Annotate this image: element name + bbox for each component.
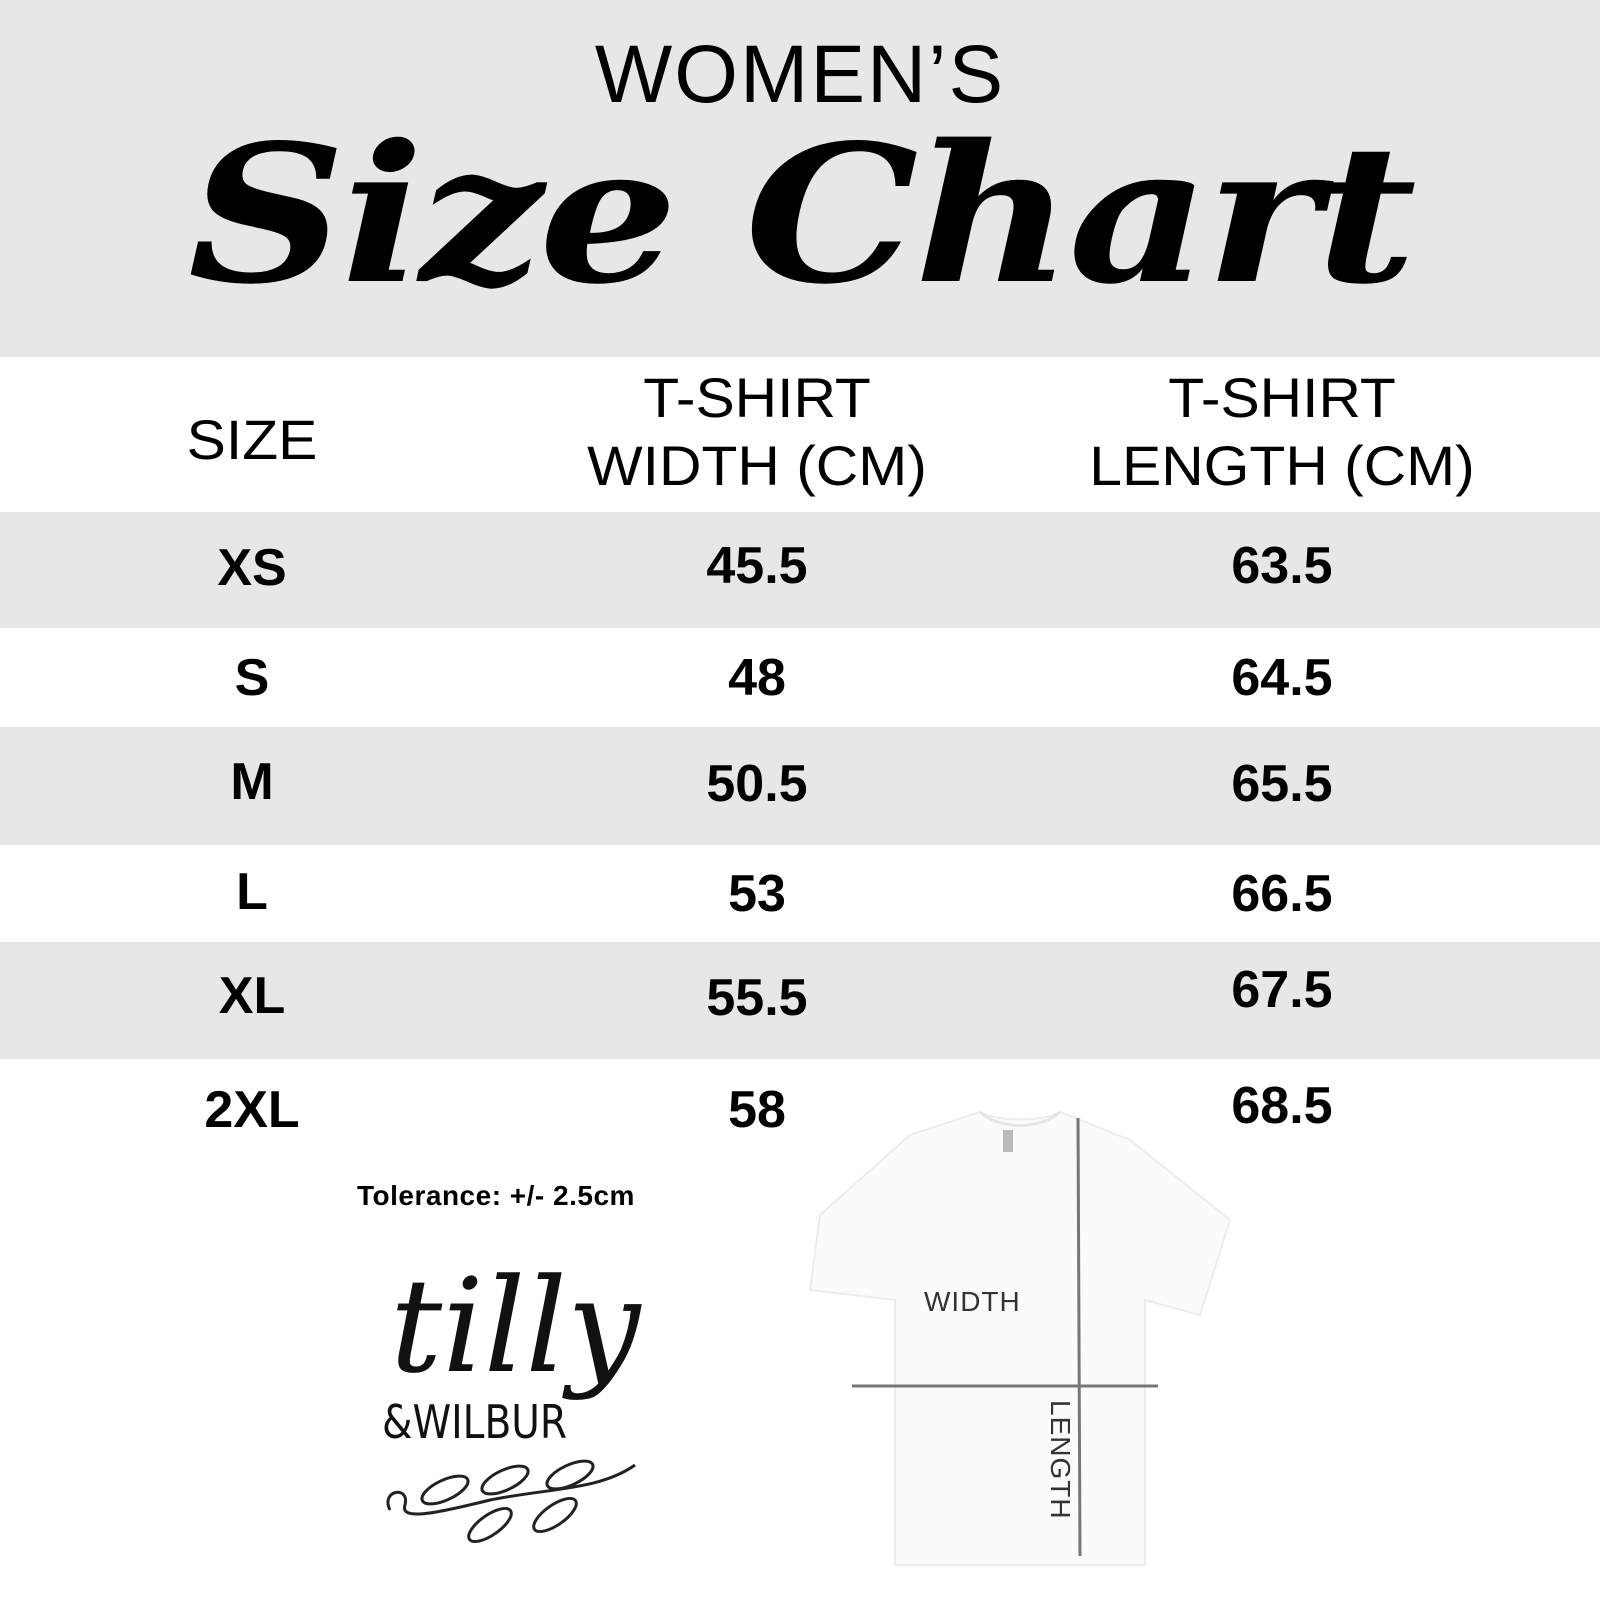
length-cell: 66.5 [1231, 865, 1333, 923]
page-title: Size Chart [187, 103, 1417, 326]
tshirt-measurement-diagram: WIDTH LENGTH [800, 1100, 1232, 1590]
width-cell: 55.5 [706, 969, 808, 1027]
length-line [1076, 1117, 1082, 1557]
row-stripe-xl [0, 942, 1600, 1059]
length-cell: 67.5 [1231, 961, 1333, 1019]
leaf-branch-icon [386, 1459, 636, 1544]
column-header-length-line2: LENGTH (CM) [1089, 434, 1475, 497]
size-cell: S [234, 649, 270, 707]
row-stripe-xs [0, 512, 1600, 628]
title-banner [0, 0, 1600, 357]
size-cell: M [230, 753, 274, 811]
column-header-width-line2: WIDTH (CM) [587, 434, 927, 497]
size-cell: XL [218, 967, 286, 1025]
length-cell: 64.5 [1231, 649, 1333, 707]
logo-text-wilbur: &WILBUR [382, 1395, 568, 1449]
width-label: WIDTH [924, 1286, 1021, 1317]
size-cell: 2XL [204, 1081, 300, 1139]
width-cell: 45.5 [706, 537, 808, 595]
page-subtitle: WOMEN’S [594, 29, 1006, 120]
column-header-width-line1: T-SHIRT [643, 366, 871, 429]
size-cell: XS [217, 539, 287, 597]
width-cell: 58 [728, 1081, 786, 1139]
width-cell: 50.5 [706, 755, 808, 813]
width-cell: 53 [728, 865, 786, 923]
row-stripe-m [0, 727, 1600, 845]
length-cell: 68.5 [1231, 1077, 1333, 1135]
logo-text-tilly: tilly [390, 1250, 641, 1402]
column-header-length: T-SHIRT LENGTH (CM) [1051, 364, 1513, 500]
column-header-length-line1: T-SHIRT [1168, 366, 1396, 429]
size-cell: L [236, 863, 268, 921]
tolerance-note: Tolerance: +/- 2.5cm [357, 1180, 635, 1211]
length-cell: 63.5 [1231, 537, 1333, 595]
width-cell: 48 [728, 649, 786, 707]
column-header-width: T-SHIRT WIDTH (CM) [547, 364, 967, 500]
tshirt-icon [808, 1110, 1232, 1566]
length-cell: 65.5 [1231, 755, 1333, 813]
brand-logo: tilly &WILBUR [370, 1250, 670, 1550]
column-header-size: SIZE [186, 408, 318, 471]
length-label: LENGTH [1045, 1400, 1076, 1520]
